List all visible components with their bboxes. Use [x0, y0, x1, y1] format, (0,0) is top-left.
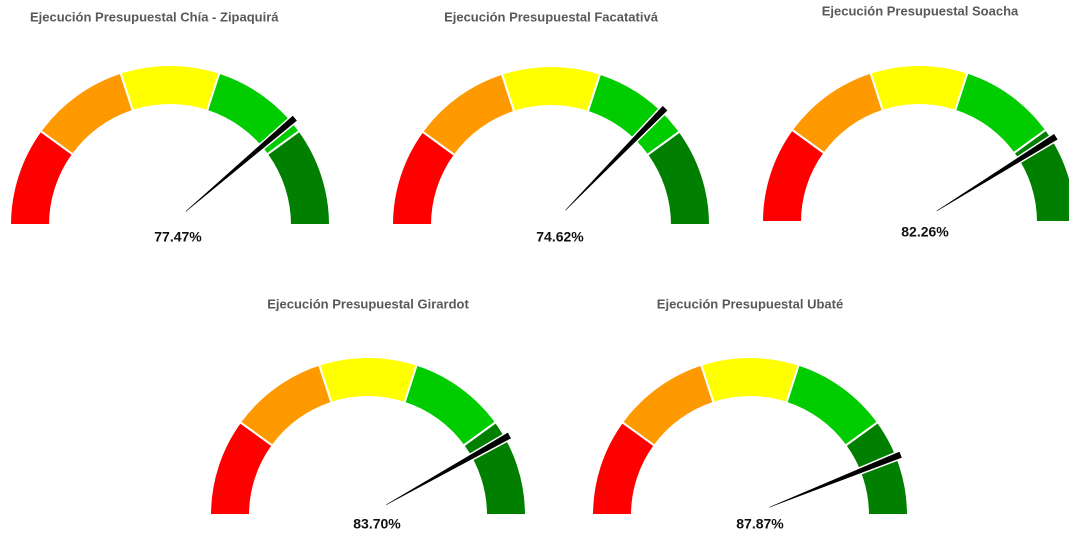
gauge-title: Ejecución Presupuestal Ubaté — [657, 296, 843, 311]
gauge-band — [869, 64, 969, 112]
gauge-title: Ejecución Presupuestal Facatativá — [444, 9, 659, 24]
gauge: Ejecución Presupuestal Girardot 83.70% — [208, 296, 528, 532]
gauge-band — [500, 65, 602, 114]
gauge-needle — [563, 103, 670, 213]
gauge-band — [265, 129, 332, 226]
gauge-needle — [183, 113, 300, 214]
gauge-band — [645, 130, 712, 226]
gauge-value-label: 87.87% — [736, 516, 784, 532]
gauge-value-label: 74.62% — [536, 229, 584, 245]
gauge-band — [317, 356, 419, 405]
gauge-needle — [767, 449, 904, 510]
gauge: Ejecución Presupuestal Chía - Zipaquirá 7… — [8, 9, 332, 245]
gauge-band — [462, 420, 528, 516]
gauge-value-label: 83.70% — [353, 516, 401, 532]
gauge-title: Ejecución Presupuestal Soacha — [822, 3, 1019, 18]
gauge: Ejecución Presupuestal Facatativá 74.62% — [390, 9, 712, 245]
gauge-needle — [383, 430, 514, 508]
gauge: Ejecución Presupuestal Soacha 82.26% — [760, 3, 1069, 240]
gauge-needle — [934, 131, 1060, 214]
gauge-title: Ejecución Presupuestal Girardot — [267, 296, 469, 311]
gauge-band — [39, 71, 135, 156]
gauge: Ejecución Presupuestal Ubaté 87.87% — [590, 296, 910, 532]
gauge-band — [699, 356, 801, 405]
gauge-band — [119, 64, 221, 113]
gauge-title: Ejecución Presupuestal Chía - Zipaquirá — [30, 9, 279, 24]
gauge-value-label: 82.26% — [901, 224, 949, 240]
gauge-value-label: 77.47% — [154, 229, 202, 245]
